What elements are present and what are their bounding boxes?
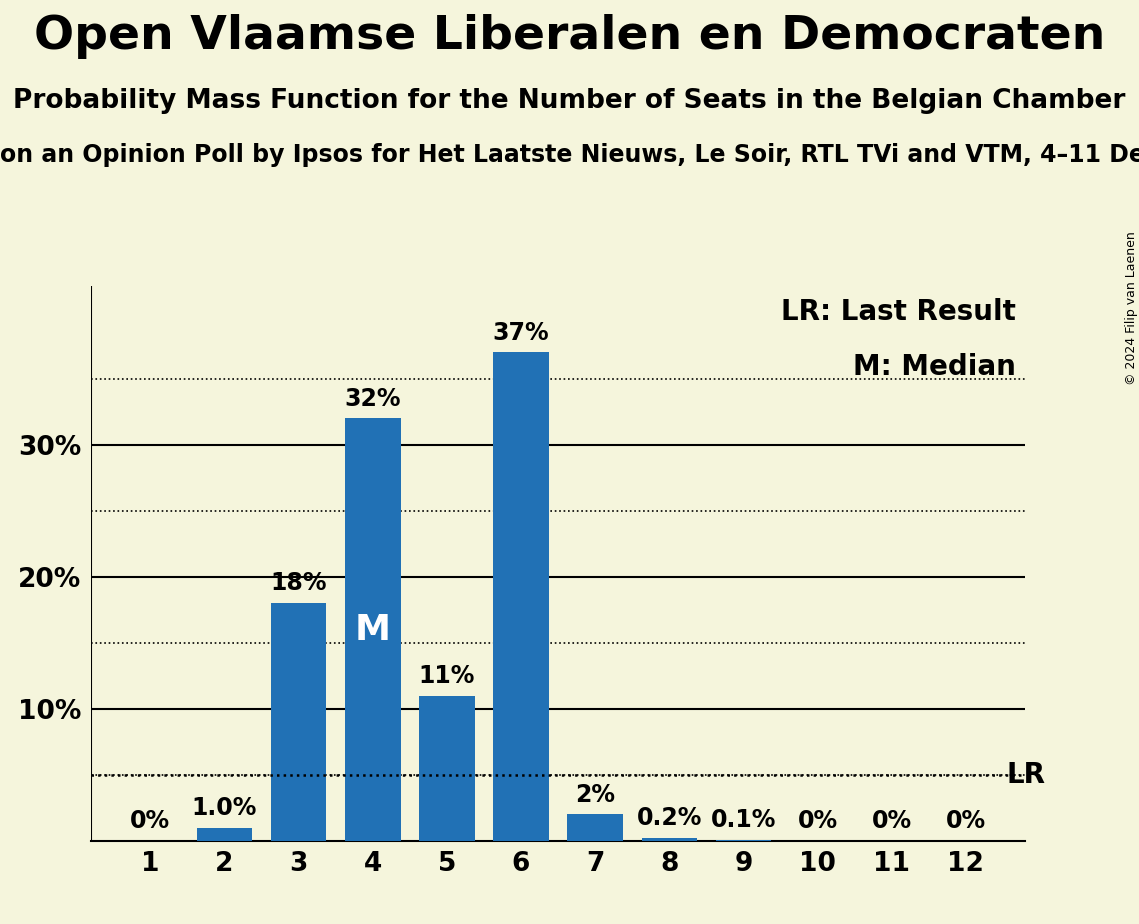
- Bar: [567, 814, 623, 841]
- Text: 0%: 0%: [871, 808, 911, 833]
- Text: 0.2%: 0.2%: [637, 807, 702, 831]
- Text: M: M: [354, 613, 391, 647]
- Text: 1.0%: 1.0%: [191, 796, 257, 820]
- Text: Probability Mass Function for the Number of Seats in the Belgian Chamber: Probability Mass Function for the Number…: [14, 88, 1125, 114]
- Text: 11%: 11%: [419, 663, 475, 687]
- Text: LR: LR: [1007, 760, 1046, 789]
- Text: 18%: 18%: [270, 571, 327, 595]
- Text: 32%: 32%: [344, 386, 401, 410]
- Bar: [715, 840, 771, 841]
- Bar: [271, 603, 327, 841]
- Text: LR: Last Result: LR: Last Result: [781, 298, 1016, 325]
- Bar: [345, 419, 401, 841]
- Text: Open Vlaamse Liberalen en Democraten: Open Vlaamse Liberalen en Democraten: [34, 14, 1105, 59]
- Text: 0.1%: 0.1%: [711, 808, 776, 832]
- Text: 0%: 0%: [797, 808, 837, 833]
- Text: M: Median: M: Median: [853, 353, 1016, 381]
- Text: 2%: 2%: [575, 783, 615, 807]
- Text: on an Opinion Poll by Ipsos for Het Laatste Nieuws, Le Soir, RTL TVi and VTM, 4–: on an Opinion Poll by Ipsos for Het Laat…: [0, 143, 1139, 167]
- Bar: [641, 838, 697, 841]
- Text: 37%: 37%: [493, 321, 549, 345]
- Bar: [493, 352, 549, 841]
- Bar: [419, 696, 475, 841]
- Text: © 2024 Filip van Laenen: © 2024 Filip van Laenen: [1124, 231, 1138, 384]
- Bar: [197, 828, 253, 841]
- Text: 0%: 0%: [945, 808, 986, 833]
- Text: 0%: 0%: [130, 808, 171, 833]
